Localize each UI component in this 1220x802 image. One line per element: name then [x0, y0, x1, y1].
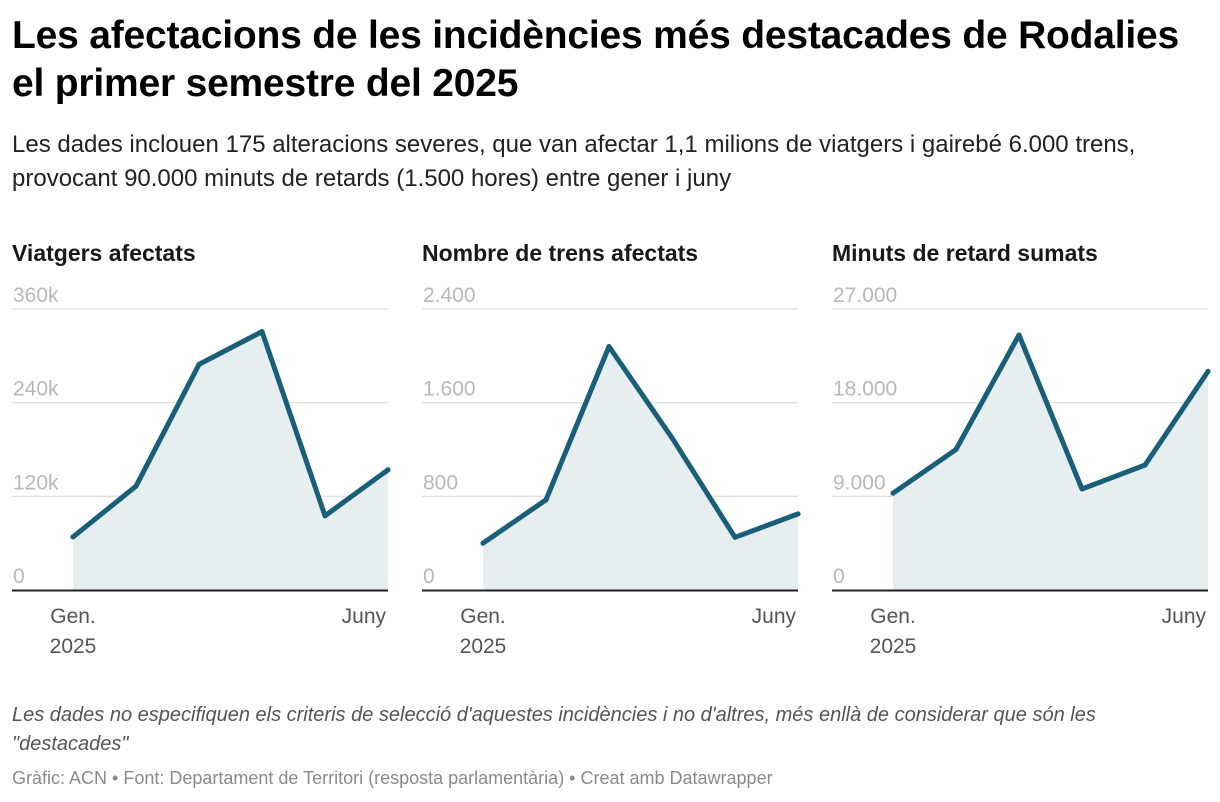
data-point [890, 490, 896, 496]
data-point [259, 329, 265, 335]
y-tick-label: 0 [423, 565, 435, 588]
data-point [70, 534, 76, 540]
series-line [70, 329, 391, 540]
x-tick-label-line: Juny [342, 605, 387, 628]
data-point [1079, 486, 1085, 492]
x-tick-label-line: 2025 [50, 635, 97, 658]
data-point [1205, 368, 1211, 374]
data-point [322, 513, 328, 519]
area-fill [483, 346, 798, 590]
chart-svg-trens: 2.400 1.600 800 0 Gen. 2025 Juny [422, 284, 801, 658]
footnote: Les dades no especifiquen els criteris d… [12, 704, 1096, 755]
data-point [606, 344, 612, 349]
x-tick-label-line: 2025 [460, 635, 507, 658]
data-point [1142, 462, 1148, 468]
panel-viatgers-afectats: Viatgers afectats 360k 240k 120k 0 Gen. 2025 J… [12, 236, 391, 666]
y-tick-label: 240k [13, 378, 59, 401]
panel-trens-afectats: Nombre de trens afectats 2.400 1.600 800 0 G… [422, 236, 801, 666]
source-credits: Gràfic: ACN • Font: Departament de Terri… [12, 768, 773, 788]
area-fill [73, 331, 388, 590]
x-tick-label: Gen. 2025 [50, 605, 97, 658]
chart-svg-minuts: 27.000 18.000 9.000 0 Gen. 2025 Juny [832, 284, 1211, 658]
data-point [795, 511, 801, 517]
panel-title: Minuts de retard sumats [832, 240, 1098, 266]
chart-title: Les afectacions de les incidències més d… [12, 14, 1180, 105]
y-tick-label: 0 [13, 565, 25, 588]
y-tick-label: 1.600 [423, 378, 476, 401]
chart-subtitle: Les dades inclouen 175 alteracions sever… [12, 131, 1136, 192]
x-tick-label: Juny [342, 605, 387, 628]
x-tick-label: Gen. 2025 [870, 605, 917, 658]
x-tick-label-line: Gen. [870, 605, 916, 628]
chart-svg-viatgers: 360k 240k 120k 0 Gen. 2025 Juny [12, 284, 391, 658]
x-tick-label: Juny [1162, 605, 1207, 628]
data-point [480, 540, 486, 546]
x-tick-label-line: Gen. [460, 605, 506, 628]
y-tick-label: 120k [13, 471, 59, 494]
series-line [890, 332, 1211, 496]
panel-minuts-retard: Minuts de retard sumats 27.000 18.000 9.00… [832, 236, 1211, 666]
data-point [133, 483, 139, 489]
y-tick-label: 27.000 [833, 284, 897, 307]
x-tick-label: Gen. 2025 [460, 605, 507, 658]
x-tick-label-line: 2025 [870, 635, 917, 658]
data-point [732, 534, 738, 540]
series-line [480, 344, 801, 546]
x-tick-label-line: Gen. [50, 605, 96, 628]
panel-title: Viatgers afectats [12, 240, 196, 266]
data-point [196, 361, 202, 367]
data-point [543, 497, 549, 503]
data-point [385, 467, 391, 473]
data-point [669, 435, 675, 441]
panel-title: Nombre de trens afectats [422, 240, 699, 266]
data-point [1016, 332, 1022, 338]
x-tick-label: Juny [752, 605, 797, 628]
y-tick-label: 360k [13, 284, 59, 307]
y-tick-label: 0 [833, 565, 845, 588]
y-tick-label: 800 [423, 471, 458, 494]
y-tick-label: 18.000 [833, 378, 897, 401]
y-tick-label: 2.400 [423, 284, 476, 307]
y-tick-label: 9.000 [833, 471, 886, 494]
x-tick-label-line: Juny [1162, 605, 1207, 628]
x-tick-label-line: Juny [752, 605, 797, 628]
data-point [953, 447, 959, 452]
area-fill [893, 335, 1208, 590]
